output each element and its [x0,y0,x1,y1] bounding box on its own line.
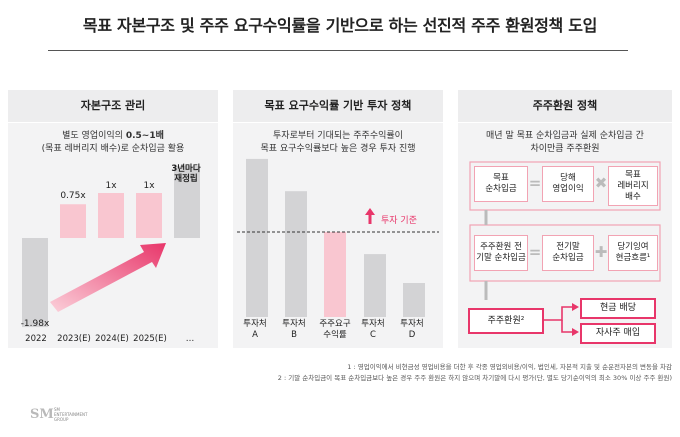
return-bar [285,191,307,317]
x-tick-label: 투자처 C [361,319,385,340]
bar-value-label: 0.75x [60,191,86,201]
shareholder-return-panel: 주주환원 정책 매년 말 목표 순차입금과 실제 순차입금 간 차이만큼 주주환… [458,90,672,348]
title-divider [48,50,628,51]
panel-heading: 주주환원 정책 [458,90,672,123]
return-chart [237,158,439,317]
leverage-range: 0.5~1배 [125,131,164,141]
leverage-bar [98,193,124,238]
return-bar [246,158,268,317]
panel-subtitle: 매년 말 목표 순차입금과 실제 순차입금 간 [486,131,644,141]
footnote-2: 2 : 기말 순차입금이 목표 순차입금보다 높은 경우 주주 환원은 하지 않… [277,374,672,382]
prior-net-debt-box: 전기말 순차입금 [542,235,594,271]
formula-connectors [469,161,661,336]
panel-subtitle: 투자로부터 기대되는 주주수익률이 [273,131,403,141]
operating-profit-box: 당해 영업이익 [542,166,594,202]
panel-subtitle: 별도 영업이익의 0.5~1배 [62,131,164,141]
capital-structure-panel: 자본구조 관리 별도 영업이익의 0.5~1배 (목표 레버리지 배수)로 순차… [8,90,218,348]
page-title: 목표 자본구조 및 주주 요구수익률을 기반으로 하는 선진적 주주 환원정책 … [82,16,598,35]
equals-icon: = [528,174,542,192]
cash-dividend-box: 현금 배당 [580,298,656,319]
plus-icon: ✚ [594,243,608,261]
equals-icon: = [528,243,542,261]
return-bar [403,283,425,317]
x-tick-label: 주주요구 수익률 [319,319,351,340]
leverage-bar [174,166,200,238]
x-tick-label: 2025(E) [133,334,167,344]
logo-mark: SM [30,407,54,422]
x-tick-label: … [185,334,195,344]
target-net-debt-box: 목표 순차입금 [474,166,528,202]
x-tick-label: 2024(E) [95,334,129,344]
panel-subtitle-line2: (목표 레버리지 배수)로 순차입금 활용 [41,144,185,154]
leverage-bar [22,238,48,328]
share-buyback-box: 자사주 매입 [580,323,656,344]
logo-text-ent: ENTERTAINMENT [54,412,88,417]
bar-value-label: 3년마다 재정립 [171,164,201,184]
pre-return-net-debt-box: 주주환원 전 기말 순차입금 [474,235,528,271]
logo-text-group: GROUP [54,417,69,422]
up-arrow-icon [365,208,375,224]
panel-subtitle-line2: 목표 요구수익률보다 높은 경우 투자 진행 [260,144,416,154]
x-tick-label: 투자처 B [282,319,306,340]
leverage-bar [60,204,86,238]
free-cash-flow-box: 당기잉여 현금흐름¹ [608,235,658,271]
x-tick-label: 투자처 D [400,319,424,340]
threshold-label: 투자 기준 [381,216,417,226]
x-tick-label: 투자처 A [243,319,267,340]
investment-policy-panel: 목표 요구수익률 기반 투자 정책 투자로부터 기대되는 주주수익률이 목표 요… [233,90,443,348]
bar-value-label: 1x [105,181,117,191]
target-leverage-box: 목표 레버리지 배수 [608,166,658,206]
x-tick-label: 2022 [25,334,47,344]
bar-value-label: 1x [143,181,155,191]
footnote-1: 1 : 영업이익에서 비현금성 영업비용을 더한 후 각종 영업외비용/이익, … [347,363,672,371]
panel-heading: 목표 요구수익률 기반 투자 정책 [233,90,443,123]
leverage-chart [22,166,200,328]
multiply-icon: ✖ [594,174,608,192]
logo-text-sm: SM [54,407,60,412]
bar-value-label: -1.98x [20,319,50,329]
shareholder-return-box: 주주환원² [468,308,544,334]
x-tick-label: 2023(E) [57,334,91,344]
panel-heading: 자본구조 관리 [8,90,218,123]
growth-arrow [50,243,166,312]
return-bar [364,254,386,317]
panel-subtitle-line2: 차이만큼 주주환원 [530,144,600,154]
leverage-bar [136,193,162,238]
return-bar [324,232,346,317]
